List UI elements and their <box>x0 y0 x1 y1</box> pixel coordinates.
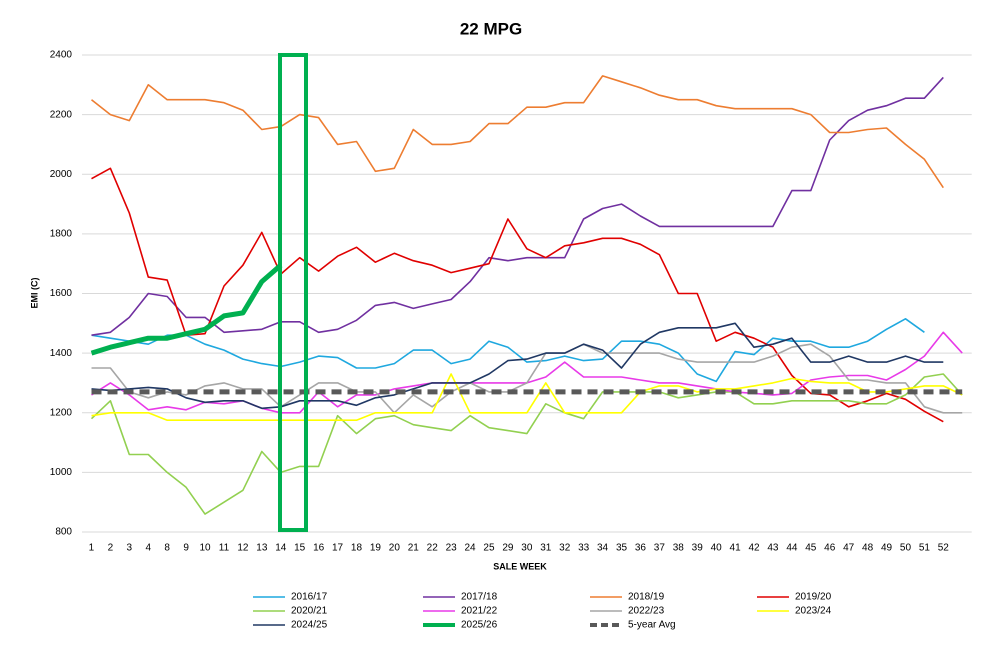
x-tick-label: 32 <box>559 543 571 554</box>
x-tick-label: 9 <box>183 543 189 554</box>
series-line <box>91 76 944 336</box>
x-tick-label: 3 <box>127 543 133 554</box>
x-tick-label: 15 <box>294 543 306 554</box>
x-tick-label: 8 <box>164 543 170 554</box>
highlight-box <box>278 53 308 532</box>
x-tick-label: 19 <box>370 543 382 554</box>
x-tick-label: 23 <box>446 543 458 554</box>
x-tick-label: 33 <box>578 543 590 554</box>
y-tick-label: 2000 <box>50 169 73 180</box>
x-tick-label: 30 <box>521 543 533 554</box>
x-tick-label: 29 <box>502 543 514 554</box>
x-tick-label: 16 <box>313 543 325 554</box>
series-line <box>91 167 944 423</box>
y-tick-label: 1600 <box>50 288 73 299</box>
legend-label: 2023/24 <box>795 606 832 617</box>
legend-label: 2017/18 <box>461 592 498 603</box>
legend-label: 2025/26 <box>461 620 498 631</box>
x-tick-label: 18 <box>351 543 363 554</box>
x-tick-label: 39 <box>692 543 704 554</box>
x-tick-label: 22 <box>427 543 439 554</box>
series-line <box>91 322 944 410</box>
x-tick-label: 37 <box>654 543 666 554</box>
legend-label: 2022/23 <box>628 606 665 617</box>
x-tick-label: 46 <box>824 543 836 554</box>
y-tick-label: 2200 <box>50 109 73 120</box>
x-tick-label: 34 <box>597 543 609 554</box>
x-axis-label: SALE WEEK <box>493 561 547 571</box>
legend-label: 2024/25 <box>291 620 328 631</box>
x-tick-label: 24 <box>465 543 477 554</box>
x-tick-label: 49 <box>881 543 893 554</box>
y-tick-label: 2400 <box>50 50 73 61</box>
legend-label: 2020/21 <box>291 606 328 617</box>
x-tick-label: 10 <box>199 543 211 554</box>
plot <box>90 75 963 515</box>
x-tick-label: 25 <box>483 543 495 554</box>
y-tick-label: 1200 <box>50 407 73 418</box>
series-line <box>91 373 963 421</box>
x-tick-label: 13 <box>256 543 268 554</box>
series-line <box>90 373 963 515</box>
x-tick-label: 2 <box>108 543 114 554</box>
x-tick-label: 50 <box>900 543 912 554</box>
y-tick-label: 800 <box>55 527 72 538</box>
y-axis-label: EMI (C) <box>29 278 39 309</box>
y-tick-label: 1000 <box>50 467 73 478</box>
x-tick-label: 14 <box>275 543 287 554</box>
legend-label: 2021/22 <box>461 606 498 617</box>
series-line <box>90 263 283 356</box>
y-tick-label: 1800 <box>50 229 73 240</box>
x-tick-label: 1 <box>89 543 95 554</box>
x-tick-label: 42 <box>748 543 760 554</box>
series-line <box>91 343 963 414</box>
x-tick-label: 21 <box>408 543 420 554</box>
x-tick-label: 12 <box>237 543 249 554</box>
x-tick-label: 43 <box>767 543 779 554</box>
x-tick-label: 17 <box>332 543 344 554</box>
y-tick-label: 1400 <box>50 348 73 359</box>
series-line <box>91 75 944 189</box>
x-tick-label: 41 <box>730 543 742 554</box>
x-tick-label: 51 <box>919 543 931 554</box>
x-tick-label: 11 <box>219 543 230 554</box>
chart-title: 22 MPG <box>460 19 522 38</box>
legend-label: 5-year Avg <box>628 620 676 631</box>
x-tick-label: 38 <box>673 543 685 554</box>
x-tick-label: 31 <box>540 543 552 554</box>
x-tick-label: 45 <box>805 543 817 554</box>
legend: 2016/17 2017/18 2018/19 2019/20 2020/21 2021/… <box>253 592 832 631</box>
x-tick-label: 36 <box>635 543 647 554</box>
x-tick-label: 35 <box>616 543 628 554</box>
x-tick-label: 48 <box>862 543 874 554</box>
legend-label: 2016/17 <box>291 592 328 603</box>
x-tick-label: 4 <box>145 543 151 554</box>
x-tick-label: 52 <box>938 543 950 554</box>
x-tick-label: 40 <box>711 543 723 554</box>
legend-label: 2019/20 <box>795 592 832 603</box>
x-tick-label: 20 <box>389 543 401 554</box>
legend-label: 2018/19 <box>628 592 665 603</box>
x-tick-label: 44 <box>786 543 798 554</box>
x-tick-label: 47 <box>843 543 855 554</box>
